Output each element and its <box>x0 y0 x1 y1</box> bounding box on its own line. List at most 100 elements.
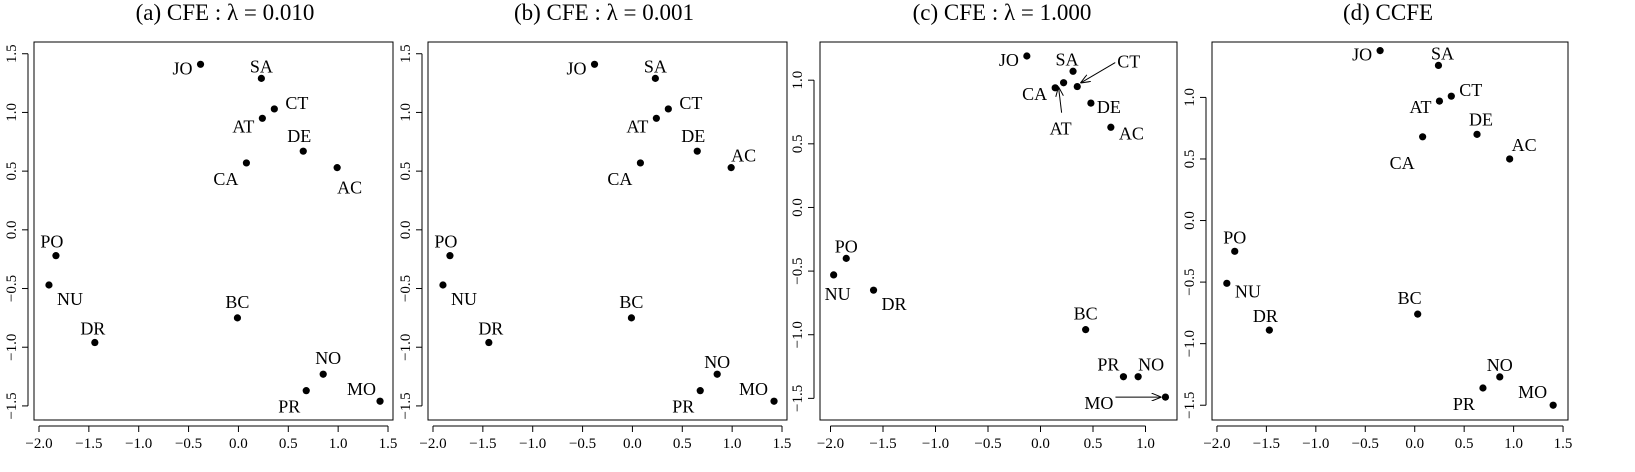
y-tick-label: −1.0 <box>398 334 414 361</box>
point-po <box>52 252 60 260</box>
point-po <box>1231 247 1239 255</box>
point-pr <box>1479 384 1487 392</box>
x-tick-label: 0.5 <box>279 436 298 452</box>
x-tick-label: −1.5 <box>1253 436 1280 452</box>
panel-title: (a) CFE : λ = 0.010 <box>136 0 315 25</box>
annotation-arrow <box>1059 88 1062 113</box>
point-po <box>446 252 454 260</box>
point-label-de: DE <box>287 126 311 146</box>
y-tick-label: −1.5 <box>1182 392 1198 419</box>
point-ct <box>1447 92 1455 100</box>
plot-frame <box>33 41 394 421</box>
point-sa <box>1434 61 1443 69</box>
y-tick-label: −1.5 <box>790 385 806 412</box>
point-at <box>652 114 660 122</box>
x-tick-label: 0.5 <box>1455 436 1474 452</box>
panel-c: (c) CFE : λ = 1.000 −2.0 −1.5 −1.0 −0.5 0.0 0.… <box>790 0 1178 452</box>
point-mo <box>770 397 778 405</box>
point-label-ca: CA <box>1022 84 1047 104</box>
plot-frame <box>1211 41 1569 421</box>
point-nu <box>45 281 53 289</box>
point-label-ca: CA <box>213 169 238 189</box>
point-sa <box>257 74 265 82</box>
point-dr <box>1265 326 1273 334</box>
panel-d: (d) CCFE −2.0 −1.5 −1.0 −0.5 0.0 0.5 1.0 1.5 −1.5… <box>1182 0 1572 452</box>
point-at <box>258 114 266 122</box>
point-label-ac: AC <box>731 146 756 166</box>
point-label-at: AT <box>1409 97 1431 117</box>
point-jo <box>1023 52 1031 60</box>
point-label-nu: NU <box>451 289 477 309</box>
y-tick-label: 1.0 <box>790 71 806 90</box>
point-bc <box>1082 326 1090 334</box>
point-label-dr: DR <box>882 294 907 314</box>
x-tick-label: −2.0 <box>419 436 446 452</box>
x-tick-label: −0.5 <box>1352 436 1379 452</box>
point-label-no: NO <box>1138 355 1164 375</box>
point-label-po: PO <box>40 232 63 252</box>
y-tick-label: −0.5 <box>790 257 806 284</box>
point-no <box>1496 373 1504 381</box>
x-tick-label: 0.0 <box>623 436 642 452</box>
point-label-bc: BC <box>1398 288 1422 308</box>
point-de <box>693 147 701 155</box>
y-tick-label: 1.5 <box>398 44 414 63</box>
x-tick-label: −0.5 <box>569 436 596 452</box>
point-label-sa: SA <box>1431 43 1454 63</box>
point-ct <box>1073 82 1081 91</box>
point-label-sa: SA <box>1056 49 1079 69</box>
point-mo <box>376 397 384 405</box>
panel-title: (c) CFE : λ = 1.000 <box>913 0 1092 25</box>
y-tick-label: 0.0 <box>4 220 20 239</box>
point-label-po: PO <box>434 232 457 252</box>
point-label-ct: CT <box>1117 52 1140 72</box>
point-ca <box>1051 84 1059 92</box>
point-jo <box>1376 47 1384 55</box>
point-label-jo: JO <box>173 58 193 78</box>
point-label-at: AT <box>1050 119 1072 139</box>
point-label-pr: PR <box>1097 355 1119 375</box>
x-tick-label: 0.0 <box>1405 436 1424 452</box>
point-label-po: PO <box>835 236 858 256</box>
point-jo <box>590 60 599 68</box>
plot-frame <box>819 41 1178 421</box>
point-label-bc: BC <box>619 292 643 312</box>
x-tick-label: 0.0 <box>229 436 248 452</box>
point-nu <box>439 281 447 289</box>
y-tick-label: 1.0 <box>1182 88 1198 107</box>
x-tick-label: 0.0 <box>1031 436 1050 452</box>
point-nu <box>1223 279 1231 287</box>
point-ac <box>1107 123 1115 131</box>
point-label-jo: JO <box>567 58 587 78</box>
y-tick-label: −1.0 <box>4 334 20 361</box>
y-tick-label: 1.0 <box>4 103 20 122</box>
point-de <box>1087 99 1095 107</box>
x-tick-label: 0.5 <box>673 436 692 452</box>
x-tick-label: 1.0 <box>1136 436 1155 452</box>
point-label-ac: AC <box>337 178 362 198</box>
x-tick-label: 1.5 <box>379 436 398 452</box>
plot-frame <box>427 41 788 421</box>
point-pr <box>302 387 310 395</box>
point-ac <box>727 164 735 172</box>
point-label-po: PO <box>1223 227 1246 247</box>
point-label-pr: PR <box>672 397 694 417</box>
point-label-nu: NU <box>1235 281 1261 301</box>
x-tick-label: −1.5 <box>75 436 102 452</box>
x-tick-label: 1.5 <box>773 436 792 452</box>
point-label-no: NO <box>315 348 341 368</box>
y-tick-label: 1.5 <box>4 44 20 63</box>
point-label-no: NO <box>704 352 730 372</box>
y-tick-label: 0.5 <box>398 162 414 181</box>
x-tick-label: −2.0 <box>25 436 52 452</box>
y-tick-label: 0.5 <box>790 134 806 153</box>
point-pr <box>1119 373 1128 381</box>
point-label-bc: BC <box>225 292 249 312</box>
panel-title: (d) CCFE <box>1343 0 1433 25</box>
point-label-mo: MO <box>1084 393 1113 413</box>
point-label-at: AT <box>232 116 254 136</box>
point-label-ca: CA <box>607 169 632 189</box>
point-sa <box>651 74 659 82</box>
y-tick-label: 0.0 <box>790 198 806 217</box>
